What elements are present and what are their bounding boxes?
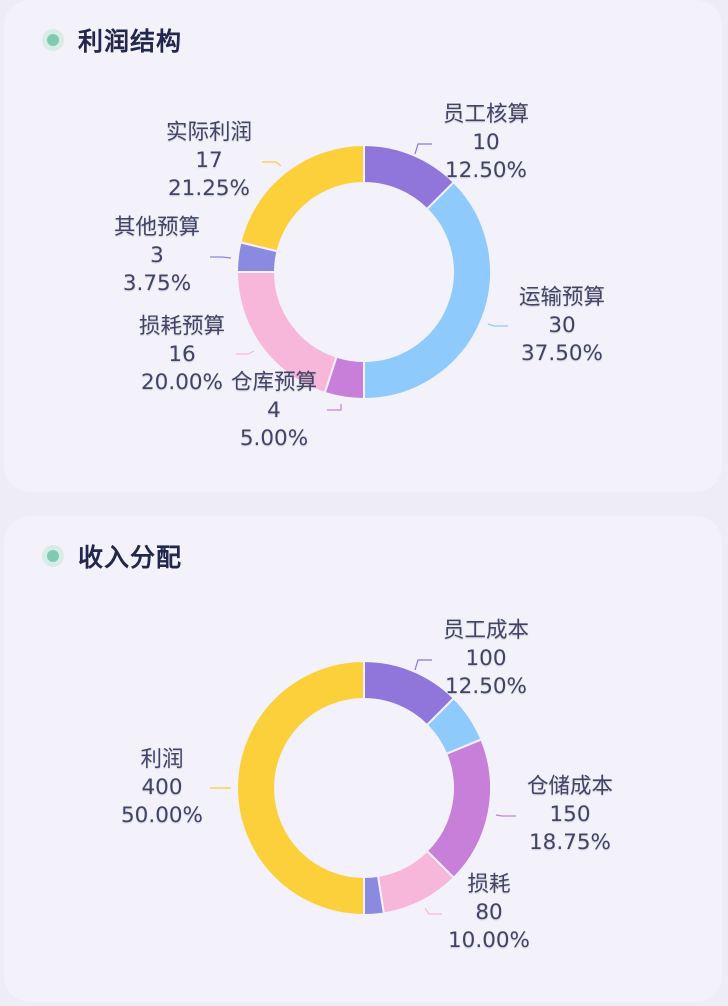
indicator-dot-icon <box>42 29 64 51</box>
svg-text:10.00%: 10.00% <box>448 928 530 953</box>
svg-text:员工成本: 员工成本 <box>443 618 529 643</box>
svg-text:利润: 利润 <box>140 747 183 772</box>
chart2-labels: 员工成本 100 12.50% 仓储成本 150 18.75% 损耗 80 10… <box>121 618 613 953</box>
income-distribution-donut <box>236 659 492 917</box>
svg-text:3: 3 <box>150 243 164 268</box>
donut-slice[interactable] <box>363 180 492 401</box>
slice-label: 实际利润 17 21.25% <box>166 120 252 201</box>
card-header: 利润结构 <box>42 22 182 58</box>
svg-text:12.50%: 12.50% <box>445 158 527 183</box>
svg-text:16: 16 <box>168 342 195 367</box>
slice-label: 员工核算 10 12.50% <box>443 102 529 183</box>
svg-text:37.50%: 37.50% <box>521 341 603 366</box>
indicator-dot-icon <box>42 545 64 567</box>
svg-text:5.00%: 5.00% <box>240 426 308 451</box>
svg-text:其他预算: 其他预算 <box>114 215 200 240</box>
svg-text:4: 4 <box>267 398 281 423</box>
profit-structure-card: 利润结构 <box>4 0 722 492</box>
slice-label: 损耗预算 16 20.00% <box>139 314 225 395</box>
slice-label: 仓库预算 4 5.00% <box>231 370 317 451</box>
svg-text:员工核算: 员工核算 <box>443 102 529 127</box>
svg-text:50.00%: 50.00% <box>121 803 203 828</box>
svg-text:实际利润: 实际利润 <box>166 120 252 145</box>
leader-lines <box>210 143 516 915</box>
profit-structure-donut <box>235 143 492 401</box>
slice-label: 运输预算 30 37.50% <box>519 285 605 366</box>
donut-slice[interactable] <box>425 738 492 880</box>
slice-label: 员工成本 100 12.50% <box>443 618 529 699</box>
svg-text:12.50%: 12.50% <box>445 674 527 699</box>
income-distribution-card: 收入分配 <box>4 516 722 1002</box>
slice-label: 损耗 80 10.00% <box>448 872 530 953</box>
svg-text:80: 80 <box>475 900 502 925</box>
svg-text:150: 150 <box>549 802 590 827</box>
svg-text:3.75%: 3.75% <box>123 271 191 296</box>
card-title: 利润结构 <box>78 27 183 56</box>
svg-text:10: 10 <box>472 130 499 155</box>
svg-text:400: 400 <box>141 775 182 800</box>
svg-text:运输预算: 运输预算 <box>519 285 605 310</box>
svg-text:17: 17 <box>195 148 222 173</box>
slice-label: 其他预算 3 3.75% <box>114 215 200 296</box>
svg-text:仓储成本: 仓储成本 <box>527 774 613 799</box>
svg-text:100: 100 <box>465 646 506 671</box>
slice-label: 利润 400 50.00% <box>121 747 203 828</box>
svg-text:20.00%: 20.00% <box>141 370 223 395</box>
card-title: 收入分配 <box>78 543 183 572</box>
donut-slice[interactable] <box>239 143 365 253</box>
svg-text:21.25%: 21.25% <box>168 176 250 201</box>
donut-slice[interactable] <box>236 659 365 917</box>
svg-text:损耗预算: 损耗预算 <box>139 314 225 339</box>
svg-text:18.75%: 18.75% <box>529 830 611 855</box>
svg-text:30: 30 <box>548 313 575 338</box>
card-header: 收入分配 <box>42 538 182 574</box>
svg-text:损耗: 损耗 <box>467 872 510 897</box>
slice-label: 仓储成本 150 18.75% <box>527 774 613 855</box>
svg-text:仓库预算: 仓库预算 <box>231 370 317 395</box>
chart1-labels: 员工核算 10 12.50% 运输预算 30 37.50% 仓库预算 4 5.0… <box>114 102 605 451</box>
